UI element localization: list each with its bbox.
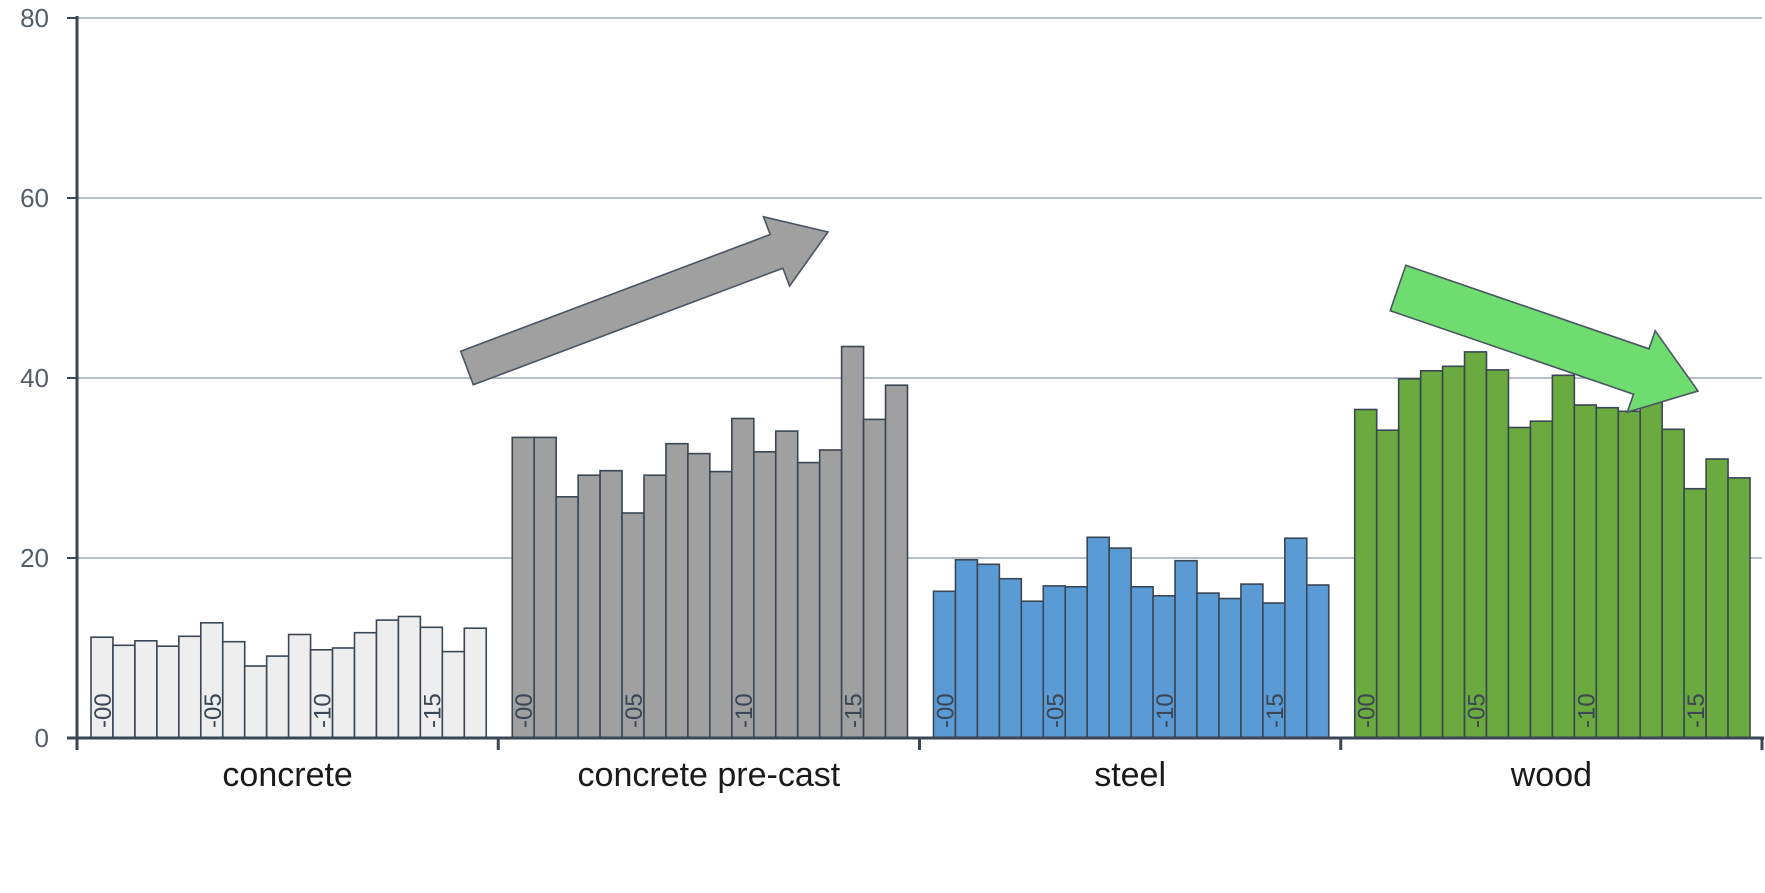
bar [818, 449, 843, 739]
bar [1507, 426, 1532, 739]
in-bar-label: -10 [1152, 693, 1179, 728]
in-bar-label: -05 [1464, 693, 1491, 728]
bar [1240, 583, 1264, 739]
category-label: concrete [222, 756, 352, 794]
bar [1441, 365, 1466, 739]
bar [1020, 600, 1045, 739]
y-tick-label: 60 [20, 183, 49, 213]
bar [1108, 547, 1132, 739]
bar [178, 635, 202, 739]
bar [1419, 369, 1444, 739]
bar [1617, 410, 1642, 739]
bar [1573, 404, 1598, 739]
bar [862, 418, 887, 739]
bar [287, 633, 312, 739]
bar [265, 655, 290, 739]
in-bar-label: -15 [1262, 693, 1289, 728]
trend-arrows [459, 215, 1700, 414]
bar [1529, 420, 1554, 739]
bar [1551, 374, 1576, 739]
bar-group-concrete [90, 615, 488, 739]
in-bar-label: -00 [511, 693, 538, 728]
bar [1086, 536, 1110, 739]
trend-arrow-down-icon [1389, 264, 1700, 414]
y-tick-label: 80 [20, 3, 49, 33]
bar [1353, 408, 1378, 739]
bar-groups [90, 345, 1751, 739]
bar [1130, 585, 1154, 739]
bar [511, 436, 536, 739]
bar [731, 417, 755, 739]
bar [1727, 477, 1751, 739]
in-bar-label: -15 [419, 693, 446, 728]
bar-group-concrete-pre-cast [511, 345, 909, 739]
bar [577, 474, 601, 739]
bar [375, 619, 400, 739]
bar [1397, 378, 1422, 739]
in-bar-label: -00 [932, 693, 959, 728]
bar [1639, 387, 1663, 739]
bar [134, 639, 158, 739]
y-tick-labels: 0 20 40 60 80 [20, 3, 49, 753]
bar [397, 615, 422, 739]
y-tick-label: 40 [20, 363, 49, 393]
category-label: concrete pre-cast [578, 756, 841, 794]
category-label: wood [1510, 756, 1592, 794]
bar-group-wood [1353, 351, 1751, 739]
in-bar-label: -15 [1683, 693, 1710, 728]
bar [533, 436, 557, 739]
bar [665, 442, 689, 739]
in-bar-label: -00 [1354, 693, 1381, 728]
in-bar-label: -05 [1042, 693, 1069, 728]
axes [67, 16, 1764, 750]
trend-arrow-up-icon [459, 215, 830, 386]
bar [463, 627, 488, 739]
bar [1196, 592, 1220, 739]
bar [599, 469, 623, 739]
bar [998, 577, 1023, 739]
in-bar-label: -15 [841, 693, 868, 728]
bar [1661, 428, 1685, 739]
bar [1595, 406, 1620, 739]
bar [353, 631, 378, 739]
bar [1218, 597, 1242, 739]
bar [156, 645, 180, 739]
y-tick-label: 20 [20, 543, 49, 573]
bar [774, 430, 799, 739]
bar [1305, 584, 1330, 739]
category-labels: concrete concrete pre-cast steel wood [222, 756, 1592, 794]
bar [555, 495, 579, 739]
bar [840, 345, 865, 739]
in-bar-label: -00 [90, 693, 117, 728]
bar [884, 384, 909, 739]
bar [796, 461, 821, 739]
in-bar-label: -10 [731, 693, 758, 728]
bar [1485, 369, 1510, 739]
bar [687, 452, 711, 739]
category-label: steel [1094, 756, 1166, 794]
in-bar-label: -10 [1573, 693, 1600, 728]
bar [976, 563, 1001, 739]
in-bar-label: -05 [200, 693, 227, 728]
bar-group-steel [932, 536, 1330, 739]
bar [243, 665, 268, 739]
in-bar-label: -05 [621, 693, 648, 728]
bar [1463, 351, 1488, 739]
in-bar-labels: -00 -05 -10 -15 -00 -05 -10 -15 -00 -05 -10 -15 -00 -… [90, 693, 1710, 728]
y-tick-label: 0 [35, 723, 49, 753]
bar [1375, 429, 1400, 739]
bar [709, 470, 733, 739]
in-bar-label: -10 [310, 693, 337, 728]
